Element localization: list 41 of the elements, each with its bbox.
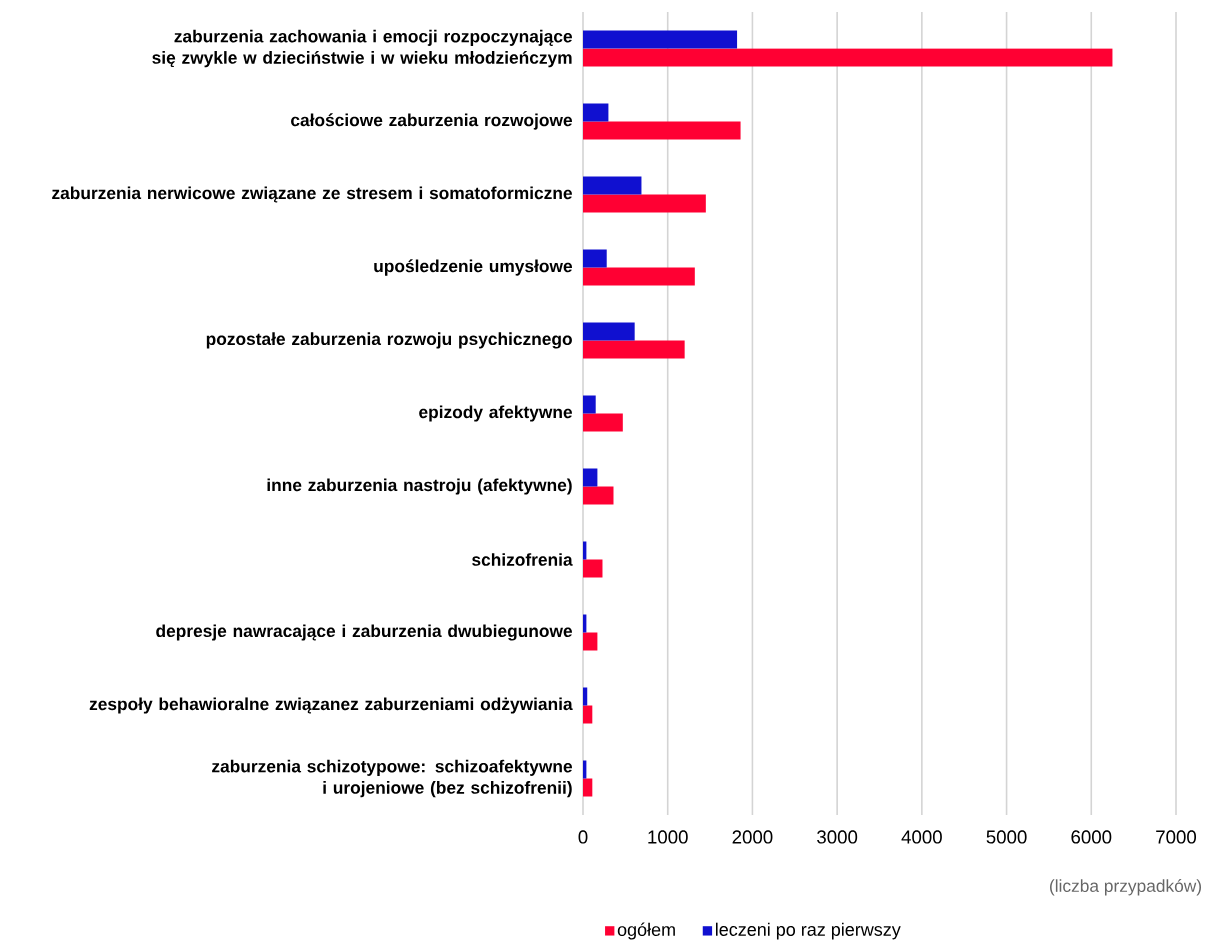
bar xyxy=(583,687,588,706)
bar xyxy=(583,121,741,140)
bar xyxy=(583,395,596,414)
bar xyxy=(583,559,603,578)
legend-label: ogółem xyxy=(617,922,675,940)
bar xyxy=(583,486,614,505)
x-tick-label: 4000 xyxy=(901,830,942,844)
x-tick-label: 6000 xyxy=(1071,830,1112,844)
bar xyxy=(583,468,598,487)
bar xyxy=(583,267,695,286)
x-tick-label: 5000 xyxy=(986,830,1027,844)
x-tick-label: 3000 xyxy=(817,830,858,844)
bar xyxy=(583,30,738,49)
x-tick-label: 7000 xyxy=(1156,830,1197,844)
y-tick-label: schizofrenia xyxy=(472,553,573,566)
legend-label: leczeni po raz pierwszy xyxy=(715,922,901,940)
y-tick-label: całościowe zaburzenia rozwojowe xyxy=(291,113,573,130)
y-tick-label: zaburzenia nerwicowe związane ze stresem i somatoformiczne xyxy=(52,186,572,203)
x-tick-label: 2000 xyxy=(732,830,773,844)
y-tick-label: upośledzenie umysłowe xyxy=(374,259,573,276)
bar xyxy=(583,103,609,122)
x-axis-title: (liczba przypadków) xyxy=(1050,879,1202,896)
bar xyxy=(583,632,598,651)
y-tick-label: epizody afektywne xyxy=(419,405,572,422)
y-tick-label: zespoły behawioralne związanez zaburzeniami odżywiania xyxy=(89,697,573,714)
bar xyxy=(583,249,607,268)
bar xyxy=(583,413,623,432)
bar xyxy=(583,340,685,359)
bar xyxy=(583,322,635,341)
y-tick-label: depresje nawracające i zaburzenia dwubiegunowe xyxy=(156,624,573,641)
y-tick-label: pozostałe zaburzenia rozwoju psychicznego xyxy=(206,332,572,349)
bar xyxy=(583,176,642,195)
y-tick-label: inne zaburzenia nastroju (afektywne) xyxy=(267,478,572,495)
bar xyxy=(583,194,706,213)
x-tick-label: 0 xyxy=(578,830,588,844)
y-tick-label: zaburzenia schizotypowe: schizoafektywne i urojeniowe (bez schizofrenii) xyxy=(212,759,572,798)
bar xyxy=(583,48,1113,67)
x-tick-label: 1000 xyxy=(648,830,688,844)
y-tick-label: zaburzenia zachowania i emocji rozpoczynające się zwykle w dzieciństwie i w wieku młodzieńczym xyxy=(152,29,573,68)
bar xyxy=(583,705,593,724)
bar xyxy=(583,778,593,797)
